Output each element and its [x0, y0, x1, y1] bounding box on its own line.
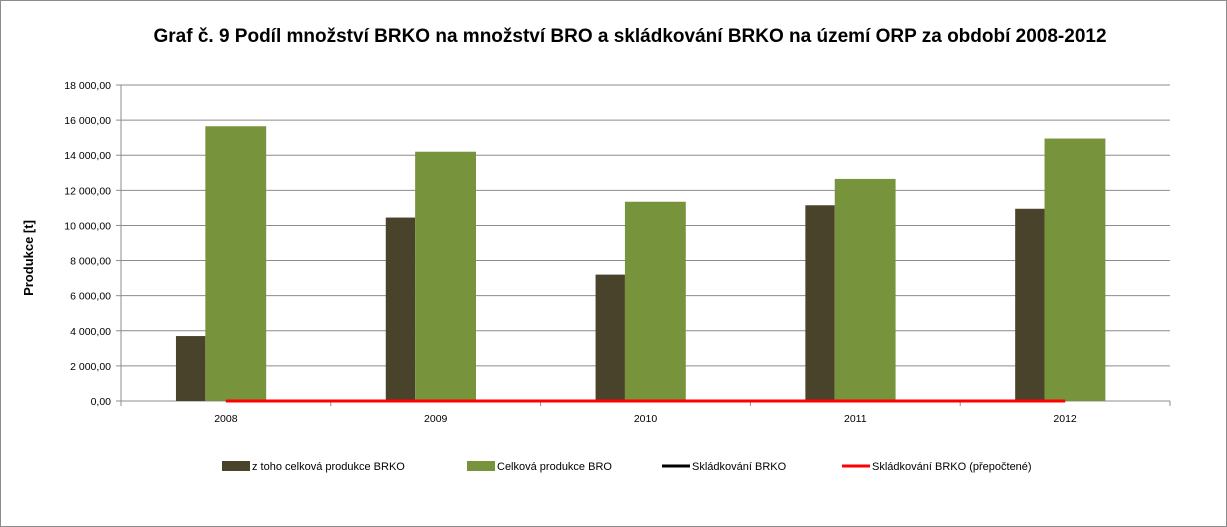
x-tick-label: 2011 [844, 413, 867, 425]
bar-bro-2008 [205, 126, 267, 401]
bar-bro-2011 [834, 178, 896, 401]
y-tick-label: 16 000,00 [64, 115, 111, 127]
y-tick-label: 4 000,00 [70, 326, 111, 338]
y-tick-label: 8 000,00 [70, 256, 111, 268]
y-tick-label: 2 000,00 [70, 361, 111, 373]
y-tick-label: 18 000,00 [64, 80, 111, 92]
y-axis-label: Produkce [t] [21, 220, 36, 296]
legend-label: Skládkování BRKO [692, 461, 787, 473]
bar-bro-2012 [1044, 138, 1106, 402]
legend-label: z toho celková produkce BRKO [252, 461, 405, 473]
bar-brko-2010 [595, 274, 625, 401]
bar-bro-2009 [415, 151, 476, 401]
chart-title: Graf č. 9 Podíl množství BRKO na množstv… [153, 26, 1107, 47]
y-tick-label: 14 000,00 [64, 150, 111, 162]
legend-label: Celková produkce BRO [497, 461, 612, 473]
y-tick-label: 0,00 [91, 396, 112, 408]
x-tick-label: 2008 [214, 413, 238, 425]
y-tick-label: 10 000,00 [64, 220, 111, 232]
legend-swatch [222, 461, 250, 471]
y-tick-label: 12 000,00 [64, 185, 111, 197]
x-tick-label: 2010 [634, 413, 658, 425]
bar-brko-2011 [805, 205, 835, 401]
legend-label: Skládkování BRKO (přepočtené) [872, 461, 1032, 473]
legend-swatch [467, 461, 495, 471]
bar-brko-2009 [385, 217, 416, 401]
bar-brko-2008 [175, 336, 206, 401]
bar-bro-2010 [624, 201, 686, 401]
y-tick-label: 6 000,00 [70, 291, 111, 303]
x-tick-label: 2009 [424, 413, 448, 425]
x-tick-label: 2012 [1053, 413, 1077, 425]
bar-brko-2012 [1015, 208, 1045, 401]
